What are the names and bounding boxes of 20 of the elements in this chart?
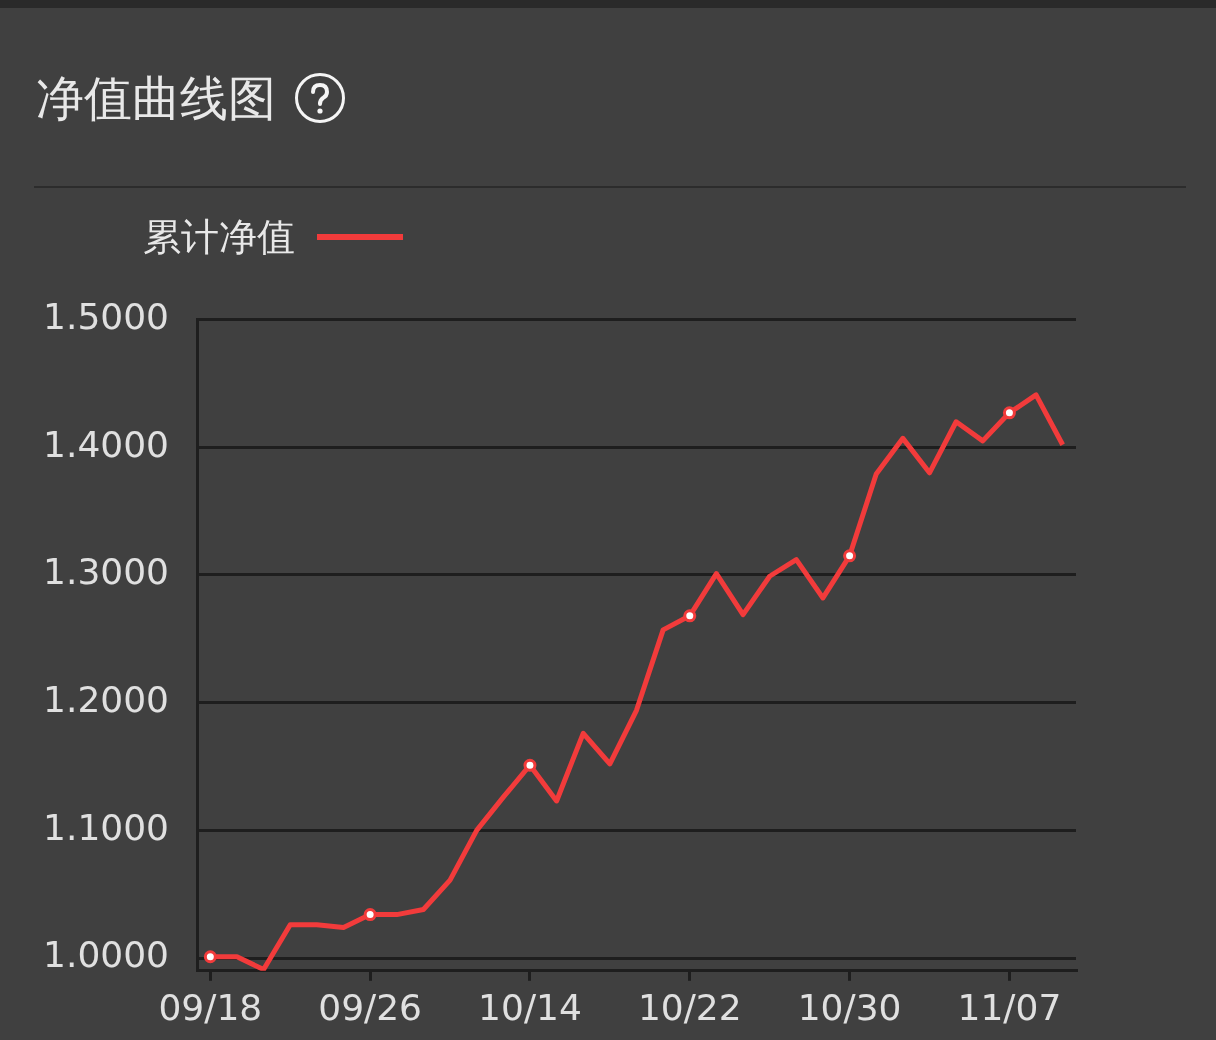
- y-tick-label: 1.2000: [43, 679, 169, 721]
- x-tick-label: 09/26: [318, 986, 423, 1028]
- point: [203, 950, 217, 964]
- point: [523, 758, 537, 772]
- y-tick-label: 1.4000: [43, 423, 169, 465]
- x-tick-label: 10/22: [637, 986, 742, 1028]
- point: [1002, 406, 1016, 420]
- point: [843, 549, 857, 563]
- y-tick-label: 1.5000: [43, 295, 169, 337]
- x-tick-label: 10/14: [478, 986, 582, 1028]
- point: [683, 609, 697, 623]
- y-tick-label: 1.3000: [43, 551, 169, 593]
- legend-label: 累计净值: [143, 214, 295, 261]
- y-tick-label: 1.0000: [43, 934, 169, 976]
- x-tick-label: 09/18: [158, 986, 263, 1028]
- chart-title: 净值曲线图: [36, 69, 276, 128]
- x-tick-label: 10/30: [797, 986, 902, 1028]
- x-tick-label: 11/07: [957, 986, 1062, 1028]
- point: [363, 908, 377, 922]
- y-tick-label: 1.1000: [43, 806, 169, 848]
